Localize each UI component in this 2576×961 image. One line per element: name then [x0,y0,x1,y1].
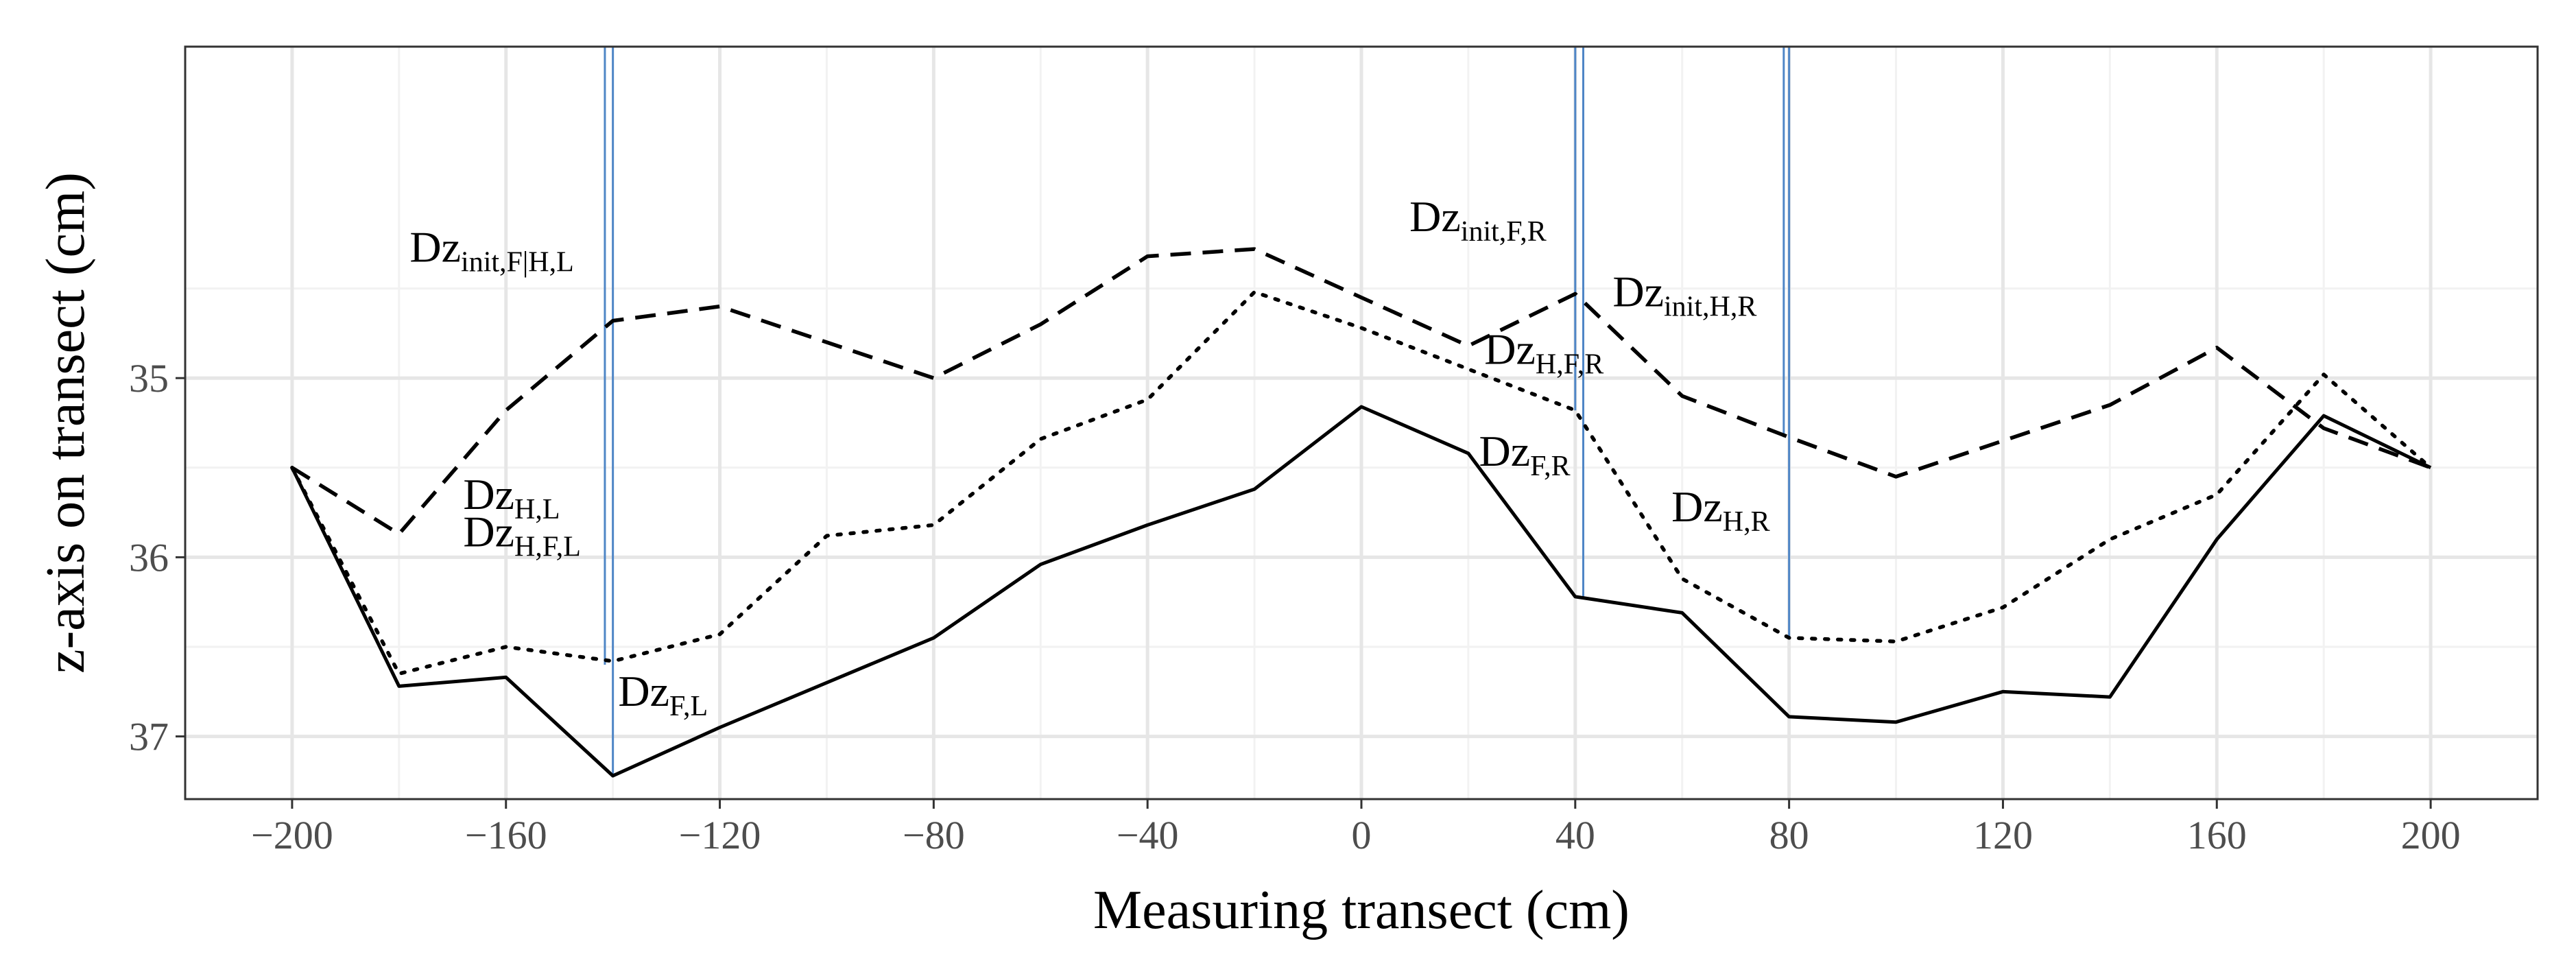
grid [185,47,2538,799]
x-tick-label: 0 [1352,813,1372,857]
annotation-label: Dzinit,F,R [1409,192,1547,248]
vertical-lines [604,47,1791,776]
x-tick-label: 80 [1769,813,1809,857]
x-axis-title: Measuring transect (cm) [1093,880,1630,940]
x-tick-label: 160 [2187,813,2247,857]
y-tick-label: 37 [129,715,169,759]
annotation-label: Dzinit,H,R [1612,268,1756,323]
x-tick-label: 120 [1973,813,2033,857]
x-tick-label: 40 [1555,813,1595,857]
x-tick-label: −80 [903,813,965,857]
x-tick-label: −160 [465,813,547,857]
x-tick-label: −200 [251,813,333,857]
y-axis-title: z-axis on transect (cm) [36,172,96,674]
annotation-label: DzF,L [618,667,708,722]
y-tick-label: 35 [129,356,169,401]
x-tick-label: −40 [1117,813,1179,857]
y-tick-label: 36 [129,535,169,580]
x-tick-label: 200 [2401,813,2461,857]
x-axis: −200 −160 −120 −80 −40 0 40 80 120 160 200 [251,799,2461,857]
x-tick-label: −120 [679,813,761,857]
series-group [290,247,2433,778]
series-line-F [290,405,2432,778]
annotation-label: DzH,R [1671,482,1769,538]
annotation-label: DzF,R [1479,427,1571,482]
y-axis: 35 36 37 [129,356,185,759]
annotation-label: Dzinit,F|H,L [409,222,573,278]
series-line-H [290,290,2433,676]
annotation-label: DzH,L [463,470,560,525]
annotation-label: DzH,F,R [1484,324,1603,380]
series-line-initial [291,247,2432,536]
annotation-label: DzH,F,L [463,508,581,563]
